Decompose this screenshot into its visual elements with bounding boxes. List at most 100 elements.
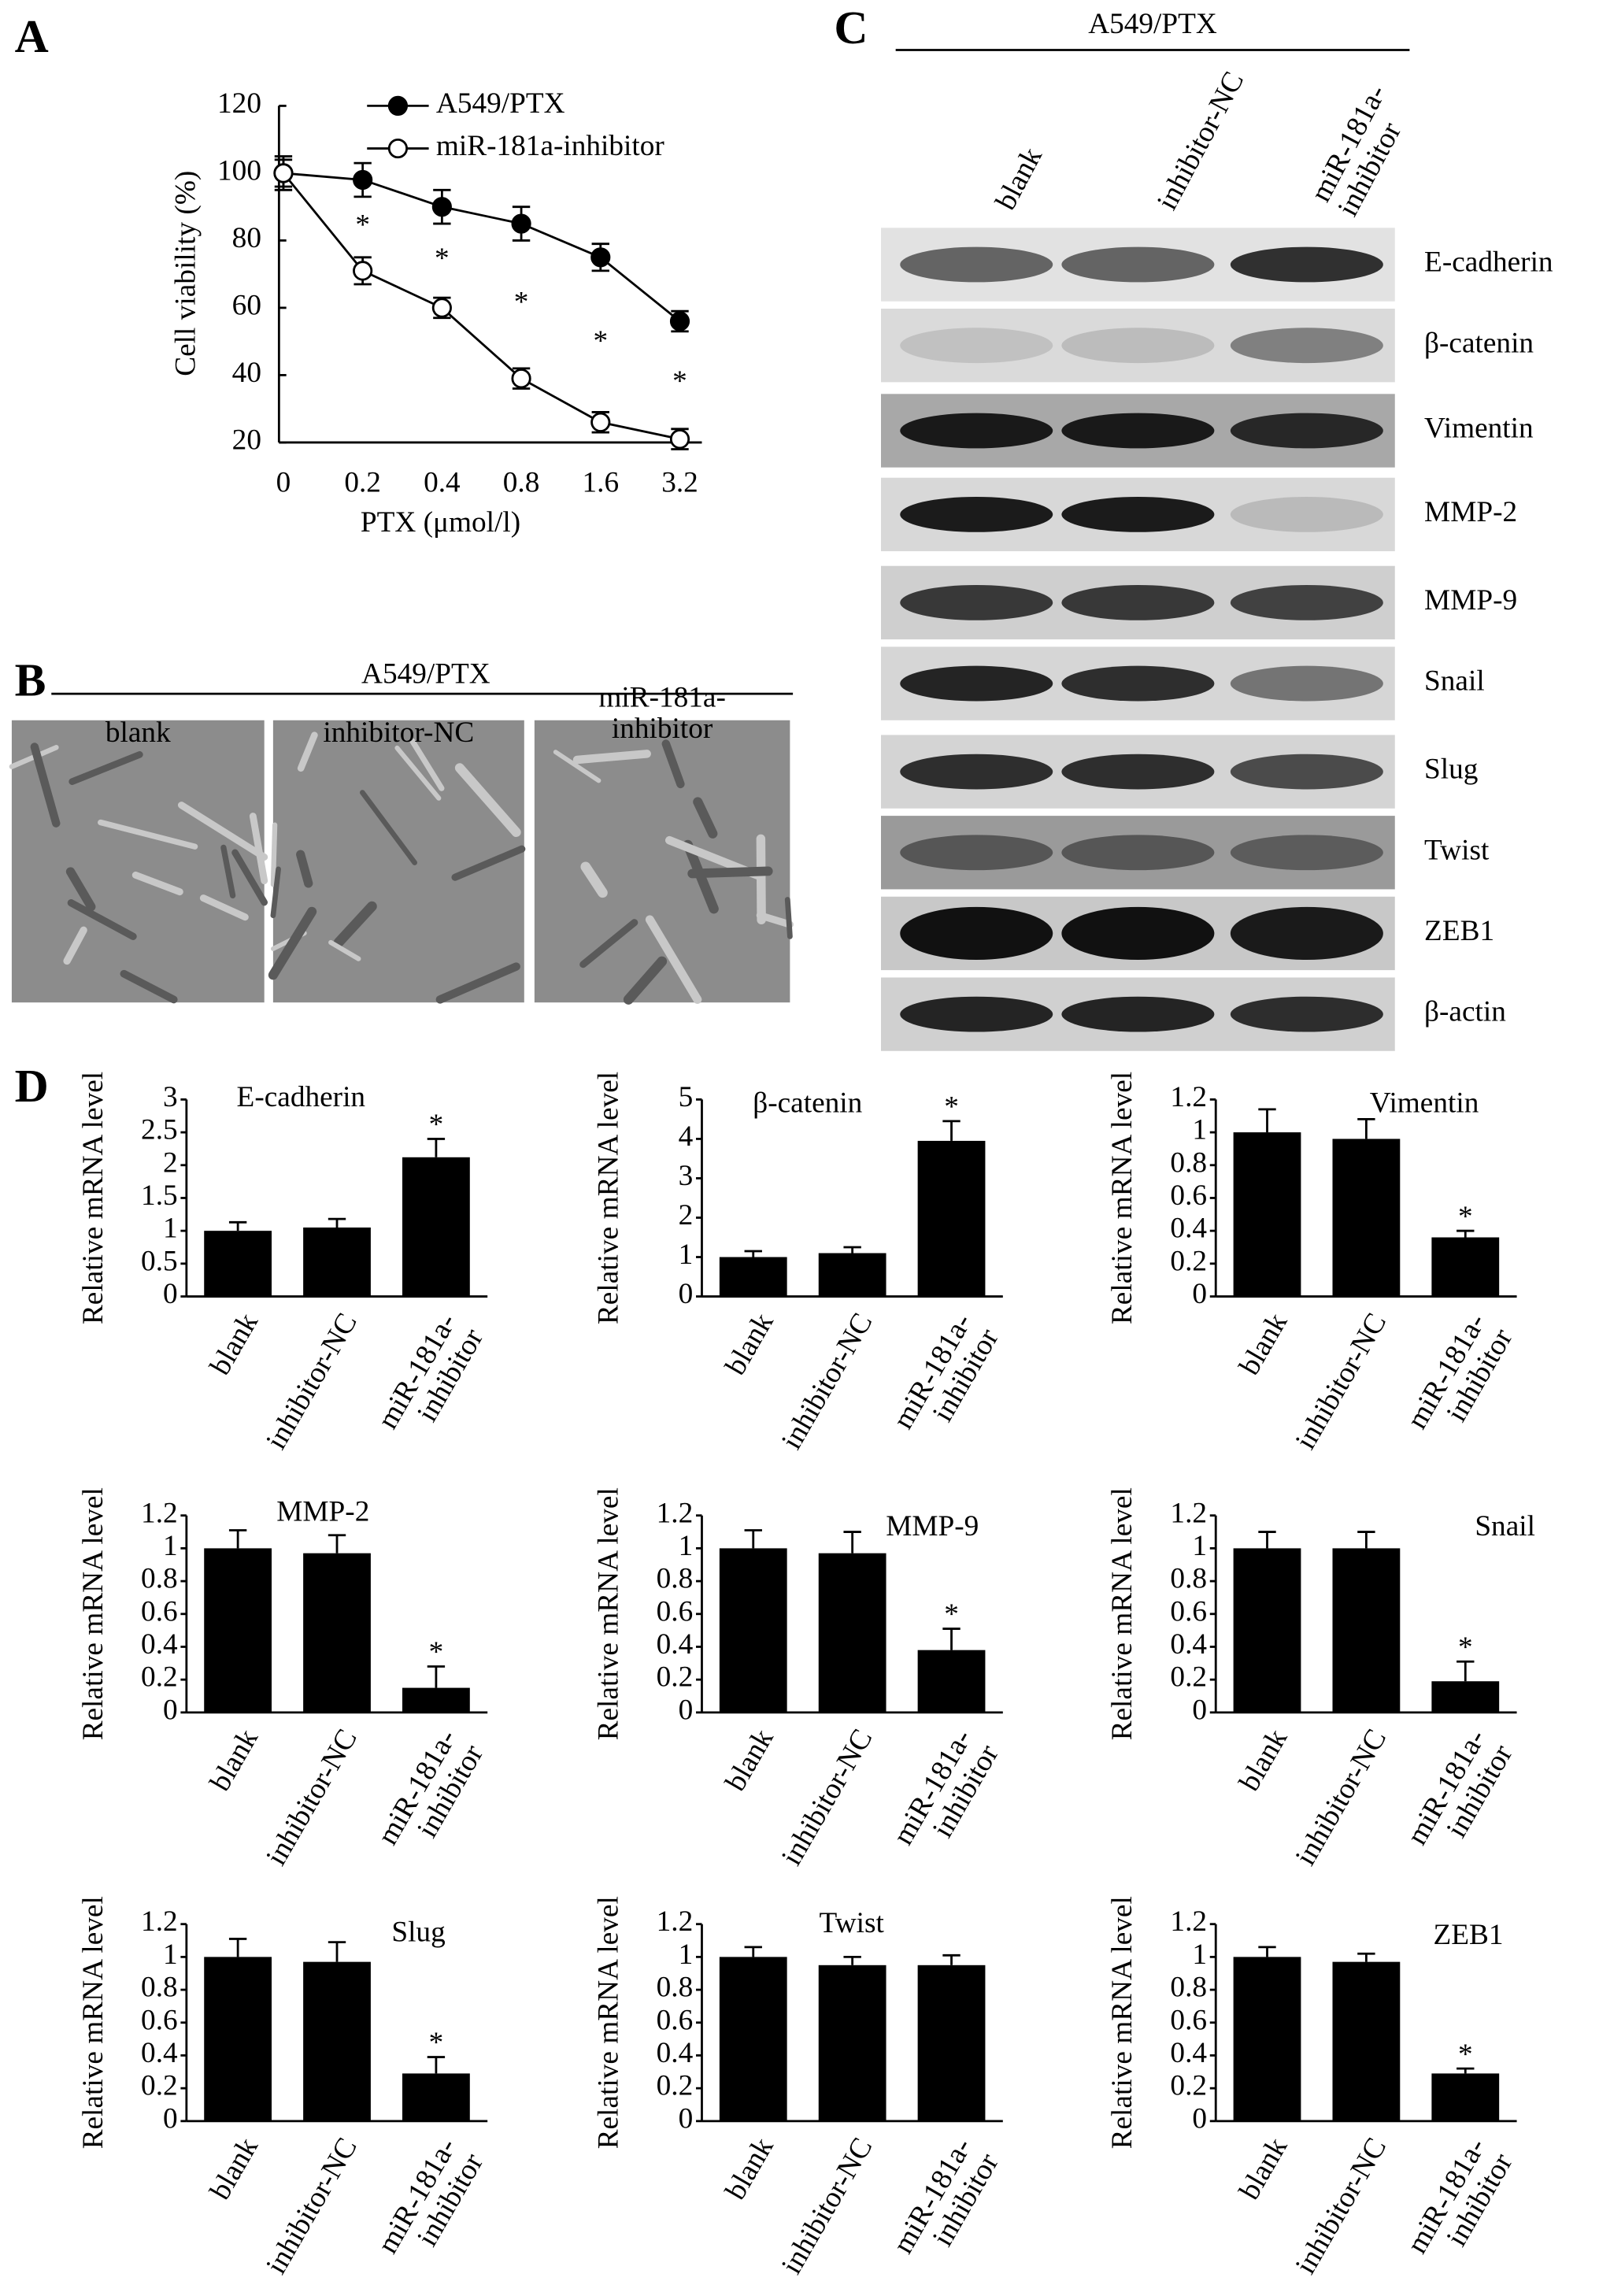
chart-title: Snail xyxy=(1475,1510,1535,1542)
y-tick-label: 0.2 xyxy=(657,2070,694,2102)
chart-title: Twist xyxy=(820,1907,885,1939)
x-tick-label: 0.4 xyxy=(424,467,461,499)
protein-label: MMP-2 xyxy=(1424,496,1517,528)
y-tick-label: 0.6 xyxy=(1170,1595,1207,1628)
x-tick-label: 0.2 xyxy=(344,467,381,499)
y-tick-label: 1.2 xyxy=(657,1905,694,1938)
x-tick-label: miR-181a-inhibitor xyxy=(1401,2132,1519,2275)
x-label-group: inhibitor-NC xyxy=(1290,1724,1393,1871)
error-bar xyxy=(1456,2067,1475,2074)
blot-band xyxy=(900,585,1053,620)
x-tick-label: 0 xyxy=(276,467,291,499)
cell xyxy=(394,745,442,801)
y-label-group: Relative mRNA level xyxy=(592,1896,624,2149)
y-tick-label: 1.2 xyxy=(141,1497,178,1529)
blot-band xyxy=(1230,246,1383,283)
protein-label: Vimentin xyxy=(1424,413,1534,445)
blot-band xyxy=(1061,835,1215,871)
y-tick-label: 1.2 xyxy=(141,1905,178,1938)
lane-label: blank xyxy=(990,143,1049,216)
x-tick-label: inhibitor-NC xyxy=(1290,1308,1393,1455)
y-label-group: Relative mRNA level xyxy=(1106,1487,1138,1740)
cell xyxy=(693,797,718,839)
error-bar xyxy=(328,1941,346,1962)
x-label-group: blank xyxy=(1233,2132,1294,2205)
y-tick-label: 0.6 xyxy=(657,1595,694,1628)
y-tick-label: 4 xyxy=(679,1120,694,1153)
blot-band xyxy=(1230,328,1383,364)
bar xyxy=(818,1253,886,1297)
bar xyxy=(303,1227,371,1297)
cell xyxy=(409,738,445,791)
y-axis-label: Relative mRNA level xyxy=(1106,1896,1138,2149)
error-bar xyxy=(843,1955,861,1965)
error-bar xyxy=(1357,1531,1375,1549)
bar xyxy=(917,1140,986,1297)
bar xyxy=(719,1957,787,2121)
y-tick-label: 0 xyxy=(679,1278,694,1310)
y-label-group: Relative mRNA level xyxy=(592,1072,624,1324)
y-tick-label: 0.6 xyxy=(141,2004,178,2036)
blot-strip xyxy=(881,309,1395,383)
point xyxy=(353,261,373,281)
bar xyxy=(402,1157,470,1297)
x-label-group: inhibitor-NC xyxy=(260,1724,363,1871)
y-tick-label: 3 xyxy=(163,1081,178,1113)
bar xyxy=(917,1965,986,2121)
y-label-group: Relative mRNA level xyxy=(1106,1072,1138,1324)
legend-label: A549/PTX xyxy=(436,87,565,120)
blot-band xyxy=(1230,496,1383,532)
cell xyxy=(580,861,608,898)
y-tick-label: 40 xyxy=(232,357,261,389)
x-tick-label: miR-181a-inhibitor xyxy=(1401,1724,1519,1866)
y-axis-label: Relative mRNA level xyxy=(77,1072,109,1324)
bar xyxy=(719,1257,787,1297)
protein-label: MMP-9 xyxy=(1424,584,1517,617)
x-label-group: inhibitor-NC xyxy=(1290,1308,1393,1455)
significance-mark: * xyxy=(944,1091,959,1124)
blot-band xyxy=(1061,906,1215,961)
y-label-group: Cell viability (%) xyxy=(169,171,202,376)
y-tick-label: 1.5 xyxy=(141,1179,178,1212)
cell xyxy=(249,813,268,885)
cell xyxy=(687,866,773,879)
y-tick-label: 0.4 xyxy=(1170,1213,1207,1245)
x-label-group: inhibitor-NC xyxy=(775,1308,879,1455)
significance-mark: * xyxy=(1458,1631,1473,1664)
cell xyxy=(756,911,794,928)
error-bar xyxy=(843,1531,861,1554)
legend-marker xyxy=(387,138,409,159)
error-bar xyxy=(744,1250,762,1257)
blot-band xyxy=(900,906,1053,961)
lane-label: inhibitor-NC xyxy=(1151,67,1250,216)
y-tick-label: 0.4 xyxy=(141,2037,178,2069)
y-label-group: Relative mRNA level xyxy=(592,1487,624,1740)
cell xyxy=(623,956,668,1005)
cell xyxy=(120,969,178,1004)
x-tick-label: blank xyxy=(1233,1308,1294,1381)
significance-mark: * xyxy=(429,1636,444,1668)
y-label-group: Relative mRNA level xyxy=(77,1072,109,1324)
x-tick-label: miR-181a-inhibitor xyxy=(886,2132,1005,2275)
x-axis-label: PTX (μmol/l) xyxy=(361,506,520,539)
point xyxy=(431,298,452,318)
x-label-group: inhibitor-NC xyxy=(775,2132,879,2279)
blot-band xyxy=(1061,496,1215,532)
y-tick-label: 0.8 xyxy=(1170,1146,1207,1179)
x-label-group: miR-181a-inhibitor xyxy=(886,2132,1005,2275)
chart-title: β-catenin xyxy=(753,1087,862,1119)
y-axis-label: Relative mRNA level xyxy=(1106,1487,1138,1740)
cell xyxy=(297,731,318,772)
cell xyxy=(333,901,377,948)
cell xyxy=(579,919,638,968)
x-label-group: inhibitor-NC xyxy=(1290,2132,1393,2279)
blot-band xyxy=(1061,328,1215,364)
blot-band xyxy=(900,665,1053,702)
x-label-group: blank xyxy=(204,1724,265,1797)
y-tick-label: 1 xyxy=(1192,1530,1207,1562)
bar xyxy=(719,1548,787,1713)
point xyxy=(669,429,690,450)
protein-label: Slug xyxy=(1424,754,1478,786)
